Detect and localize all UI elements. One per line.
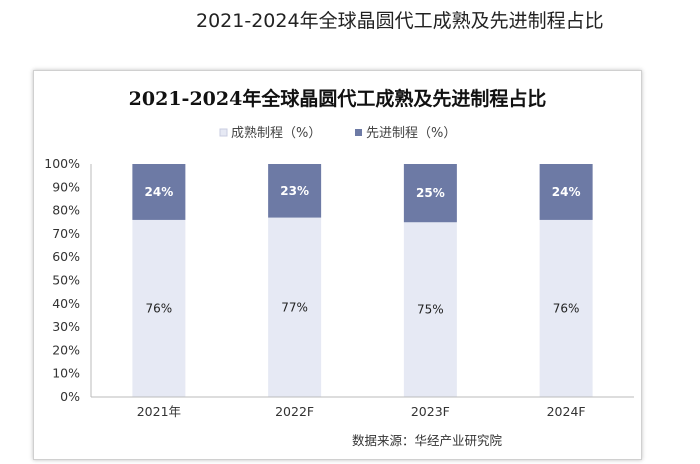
stacked-bar-chart: 成熟制程（%） 先进制程（%） 0% 10% 20% 30% 40% 50% 60% 70% 80…: [44, 125, 634, 448]
bar-value-label: 76%: [553, 301, 580, 315]
bar-value-label: 24%: [145, 185, 174, 199]
bar-value-label: 77%: [281, 300, 308, 314]
bar-segment-mature: [132, 219, 186, 397]
bar-segment-advanced: [132, 164, 186, 220]
x-axis: 2021年 2022F 2023F 2024F: [91, 396, 634, 419]
y-tick-label: 70%: [52, 226, 80, 241]
bar-segment-mature: [539, 219, 593, 397]
x-tick-label: 2021年: [137, 404, 181, 419]
y-tick-label: 40%: [52, 296, 80, 311]
bar-value-label: 25%: [416, 186, 445, 200]
bar-segment-advanced: [403, 164, 457, 223]
x-tick-label: 2024F: [547, 404, 586, 419]
chart-card: 2021-2024年全球晶圆代工成熟及先进制程占比 成熟制程（%） 先进制程（%）…: [33, 70, 642, 460]
bar-value-label: 24%: [552, 185, 581, 199]
data-source-note: 数据来源：华经产业研究院: [352, 433, 503, 448]
legend-label: 先进制程（%）: [366, 126, 456, 141]
y-tick-label: 60%: [52, 249, 80, 264]
bar-segment-advanced: [268, 164, 322, 218]
legend: 成熟制程（%） 先进制程（%）: [219, 125, 456, 141]
legend-label: 成熟制程（%）: [231, 125, 321, 141]
legend-swatch: [219, 128, 228, 137]
y-tick-label: 0%: [60, 389, 80, 404]
bar-value-label: 23%: [280, 184, 309, 198]
y-tick-label: 20%: [52, 342, 80, 357]
y-tick-label: 10%: [52, 366, 80, 381]
x-tick-label: 2022F: [275, 404, 314, 419]
y-tick-label: 80%: [52, 203, 80, 218]
bar-segment-advanced: [539, 164, 593, 220]
bar-value-label: 76%: [146, 301, 173, 315]
x-tick-label: 2023F: [411, 404, 450, 419]
y-tick-label: 90%: [52, 179, 80, 194]
y-tick-label: 30%: [52, 319, 80, 334]
bar-segment-mature: [268, 217, 322, 397]
bar-value-label: 75%: [417, 303, 444, 317]
legend-swatch: [355, 129, 362, 136]
chart-title: 2021-2024年全球晶圆代工成熟及先进制程占比: [128, 88, 547, 110]
y-tick-label: 50%: [52, 273, 80, 288]
bar-segment-mature: [403, 222, 457, 397]
y-tick-label: 100%: [44, 156, 80, 171]
page-title: 2021-2024年全球晶圆代工成熟及先进制程占比: [196, 10, 604, 32]
y-axis: 0% 10% 20% 30% 40% 50% 60% 70% 80% 90% 100%: [44, 156, 92, 404]
bars: 76% 24% 77% 23% 75% 25% 76% 24%: [132, 164, 593, 397]
